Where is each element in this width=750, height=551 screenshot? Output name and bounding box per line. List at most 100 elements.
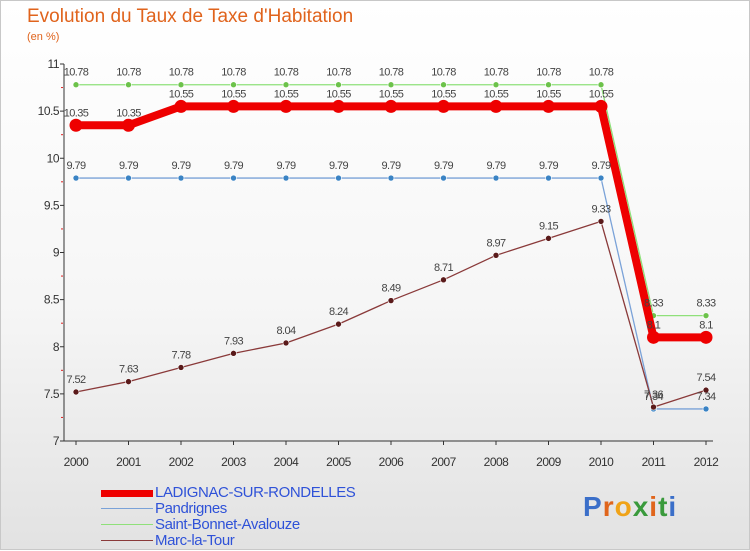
- data-point: [335, 320, 342, 328]
- data-point: [282, 339, 290, 347]
- x-tick-label: 2001: [116, 455, 142, 469]
- data-label: 10.78: [274, 67, 299, 79]
- x-tick-label: 2004: [274, 455, 300, 469]
- data-label: 8.97: [486, 237, 505, 249]
- data-point: [702, 405, 710, 413]
- series-line: [75, 220, 707, 408]
- data-point: [492, 81, 500, 89]
- data-label: 9.79: [539, 160, 558, 172]
- legend-item-saint-bonnet[interactable]: Saint-Bonnet-Avalouze: [101, 516, 421, 533]
- y-tick-label: 10.5: [38, 104, 60, 118]
- data-label: 10.78: [169, 67, 194, 79]
- data-point: [230, 350, 237, 357]
- data-point: [282, 81, 290, 89]
- y-tick-label: 11: [48, 57, 60, 71]
- data-point: [72, 174, 80, 182]
- legend-label-marc-la-tour: Marc-la-Tour: [155, 532, 235, 549]
- data-point: [545, 174, 552, 182]
- y-tick-label: 8: [53, 340, 60, 354]
- data-label: 8.04: [276, 325, 295, 337]
- data-point: [387, 297, 395, 304]
- data-label: 10.55: [379, 88, 404, 100]
- data-label: 10.55: [274, 88, 299, 100]
- x-tick-label: 2002: [169, 455, 195, 469]
- data-point: [125, 378, 132, 385]
- data-label: 10.78: [589, 67, 614, 79]
- data-label: 7.34: [696, 391, 715, 403]
- data-label: 8.33: [696, 298, 715, 310]
- data-label: 10.78: [116, 67, 141, 79]
- x-tick-label: 2000: [64, 455, 90, 469]
- x-tick-label: 2011: [642, 455, 667, 469]
- data-point: [335, 81, 342, 89]
- data-point: [492, 174, 500, 182]
- data-label: 10.78: [326, 67, 351, 79]
- data-point: [545, 235, 552, 242]
- data-label: 9.79: [119, 160, 138, 172]
- data-point: [279, 99, 293, 113]
- data-point: [125, 174, 132, 182]
- data-label: 7.54: [696, 372, 715, 384]
- data-label: 8.33: [644, 298, 663, 310]
- data-label: 10.78: [379, 67, 404, 79]
- x-tick-label: 2006: [379, 455, 405, 469]
- y-tick-label: 9.5: [44, 198, 60, 212]
- data-label: 10.55: [484, 88, 509, 100]
- data-label: 9.79: [381, 160, 400, 172]
- logo-letter: r: [602, 491, 615, 522]
- x-tick-label: 2003: [221, 455, 247, 469]
- data-label: 9.79: [224, 160, 243, 172]
- data-point: [387, 174, 395, 182]
- data-point: [177, 81, 185, 89]
- x-tick-label: 2008: [484, 455, 510, 469]
- data-label: 9.79: [66, 160, 85, 172]
- data-label: 8.49: [381, 283, 400, 295]
- data-point: [387, 81, 395, 89]
- data-label: 10.55: [221, 88, 246, 100]
- data-point: [699, 330, 713, 344]
- legend-item-ladignac[interactable]: LADIGNAC-SUR-RONDELLES: [101, 484, 421, 501]
- logo-letter: P: [583, 491, 603, 522]
- data-point: [230, 81, 237, 89]
- data-point: [702, 386, 710, 394]
- data-label: 10.78: [64, 67, 89, 79]
- data-label: 10.55: [169, 88, 194, 100]
- y-tick-label: 9: [53, 246, 60, 260]
- data-point: [489, 99, 503, 113]
- logo-letter: i: [668, 491, 678, 522]
- data-point: [440, 81, 447, 89]
- legend-swatch-marc-la-tour: [101, 540, 153, 541]
- x-tick-label: 2005: [326, 455, 352, 469]
- data-label: 10.78: [431, 67, 456, 79]
- data-point: [440, 174, 447, 182]
- data-point: [227, 99, 240, 113]
- data-point: [545, 81, 552, 89]
- data-label: 7.52: [66, 374, 85, 386]
- data-point: [542, 99, 555, 113]
- data-point: [440, 276, 447, 284]
- logo-letter: i: [649, 491, 659, 522]
- data-label: 10.55: [326, 88, 351, 100]
- legend-swatch-ladignac: [101, 490, 153, 497]
- data-point: [72, 81, 80, 89]
- data-label: 7.78: [171, 349, 190, 361]
- legend-label-ladignac: LADIGNAC-SUR-RONDELLES: [155, 484, 356, 501]
- data-point: [702, 312, 710, 319]
- data-point: [69, 118, 83, 132]
- data-label: 9.33: [591, 203, 610, 215]
- data-point: [125, 81, 132, 89]
- data-point: [332, 99, 345, 113]
- x-tick-label: 2009: [536, 455, 562, 469]
- data-point: [597, 81, 605, 89]
- data-label: 10.55: [431, 88, 456, 100]
- data-label: 9.15: [539, 220, 558, 232]
- data-label: 8.24: [329, 306, 348, 318]
- legend-item-marc-la-tour[interactable]: Marc-la-Tour: [101, 532, 421, 549]
- legend-item-pandrignes[interactable]: Pandrignes: [101, 500, 421, 517]
- data-point: [647, 330, 660, 344]
- data-point: [384, 99, 398, 113]
- chart-title: Evolution du Taux de Taxe d'Habitation: [27, 6, 354, 27]
- legend-label-saint-bonnet: Saint-Bonnet-Avalouze: [155, 516, 300, 533]
